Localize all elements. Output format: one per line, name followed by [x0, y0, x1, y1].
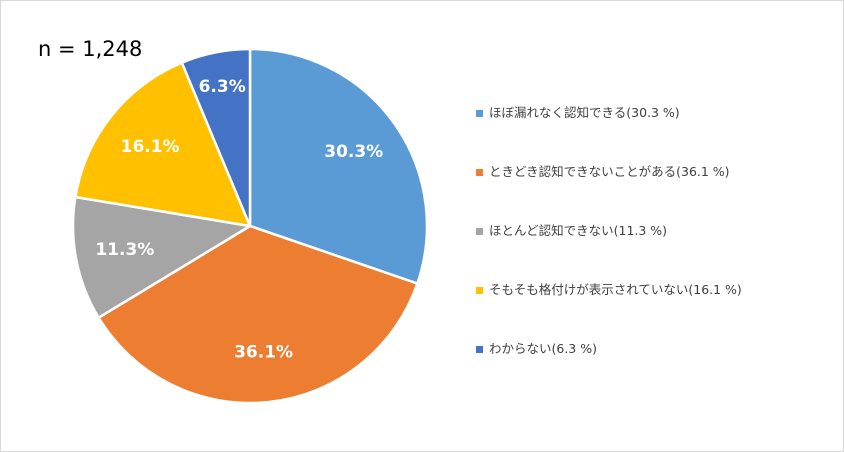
slice-data-label: 6.3%	[199, 77, 246, 97]
legend-item: ほぼ漏れなく認知できる(30.3 %)	[476, 104, 836, 163]
legend-item: ほとんど認知できない(11.3 %)	[476, 222, 836, 281]
legend-swatch	[476, 287, 483, 294]
slice-data-label: 30.3%	[324, 142, 383, 162]
legend-label: ほぼ漏れなく認知できる(30.3 %)	[489, 105, 680, 120]
legend-label: ときどき認知できないことがある(36.1 %)	[489, 164, 730, 179]
legend-item: ときどき認知できないことがある(36.1 %)	[476, 163, 836, 222]
legend-item: わからない(6.3 %)	[476, 340, 836, 399]
pie-slice	[71, 195, 252, 319]
legend-label: ほとんど認知できない(11.3 %)	[489, 223, 668, 238]
pie-chart: 30.3% 36.1% 11.3% 16.1% 6.3%	[71, 47, 429, 405]
legend-label: わからない(6.3 %)	[489, 341, 597, 356]
slice-data-label: 11.3%	[95, 240, 154, 260]
pie-slice	[180, 47, 252, 228]
legend-swatch	[476, 169, 483, 176]
legend-swatch	[476, 228, 483, 235]
legend: ほぼ漏れなく認知できる(30.3 %) ときどき認知できないことがある(36.1 …	[476, 104, 836, 399]
pie-slice	[74, 61, 252, 228]
legend-label: そもそも格付けが表示されていない(16.1 %)	[489, 282, 742, 297]
legend-swatch	[476, 110, 483, 117]
pie-slice	[248, 47, 429, 285]
legend-swatch	[476, 346, 483, 353]
slice-data-label: 36.1%	[234, 343, 293, 363]
legend-item: そもそも格付けが表示されていない(16.1 %)	[476, 281, 836, 340]
sample-size-label: n = 1,248	[38, 37, 143, 61]
slice-data-label: 16.1%	[121, 137, 180, 157]
